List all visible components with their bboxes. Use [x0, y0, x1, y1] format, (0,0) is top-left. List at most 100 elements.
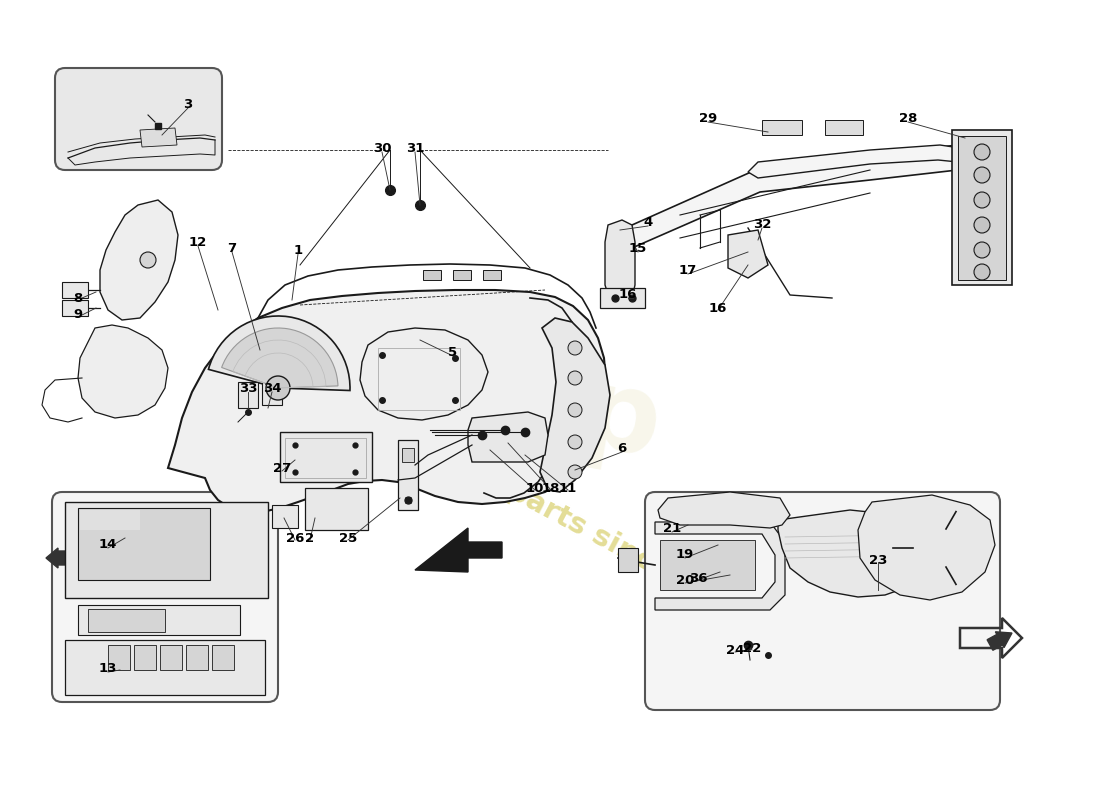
Text: 25: 25 — [339, 531, 358, 545]
Text: 11: 11 — [559, 482, 578, 494]
Text: 26: 26 — [286, 531, 305, 545]
Text: 13: 13 — [99, 662, 118, 674]
Circle shape — [197, 614, 208, 626]
Text: 29: 29 — [698, 111, 717, 125]
Circle shape — [913, 526, 957, 570]
Circle shape — [568, 341, 582, 355]
Text: 32: 32 — [752, 218, 771, 231]
Polygon shape — [660, 540, 755, 590]
FancyBboxPatch shape — [52, 492, 278, 702]
Text: a passion for parts since 1985: a passion for parts since 1985 — [305, 371, 756, 629]
Polygon shape — [212, 645, 234, 670]
Polygon shape — [658, 492, 790, 528]
Text: 23: 23 — [869, 554, 888, 566]
Text: 14: 14 — [99, 538, 118, 551]
Circle shape — [266, 376, 290, 400]
Circle shape — [242, 514, 254, 526]
Text: 17: 17 — [679, 263, 697, 277]
Polygon shape — [958, 136, 1007, 280]
Circle shape — [974, 192, 990, 208]
Circle shape — [974, 144, 990, 160]
Polygon shape — [238, 382, 258, 408]
FancyArrow shape — [46, 548, 68, 568]
Polygon shape — [825, 120, 864, 135]
Circle shape — [568, 465, 582, 479]
Polygon shape — [62, 282, 88, 298]
Polygon shape — [272, 505, 298, 528]
Text: 33: 33 — [239, 382, 257, 394]
Circle shape — [242, 529, 254, 541]
Text: 8: 8 — [74, 291, 82, 305]
Text: 3: 3 — [184, 98, 192, 111]
Text: 27: 27 — [273, 462, 292, 474]
Wedge shape — [209, 316, 350, 390]
Circle shape — [183, 614, 194, 626]
Polygon shape — [483, 270, 500, 280]
Circle shape — [81, 664, 89, 672]
Text: 28: 28 — [899, 111, 917, 125]
Polygon shape — [305, 488, 369, 530]
FancyBboxPatch shape — [645, 492, 1000, 710]
FancyBboxPatch shape — [55, 68, 222, 170]
Polygon shape — [748, 145, 960, 178]
Text: 15: 15 — [629, 242, 647, 254]
Wedge shape — [221, 328, 338, 388]
Circle shape — [927, 540, 943, 556]
Polygon shape — [62, 300, 88, 316]
Circle shape — [974, 217, 990, 233]
Polygon shape — [160, 645, 182, 670]
Circle shape — [568, 435, 582, 449]
Circle shape — [210, 614, 221, 626]
Text: 18: 18 — [542, 482, 560, 494]
Text: 31: 31 — [406, 142, 425, 154]
Polygon shape — [398, 440, 418, 510]
Polygon shape — [620, 145, 975, 248]
Polygon shape — [140, 128, 177, 147]
Text: 5: 5 — [449, 346, 458, 358]
Polygon shape — [728, 230, 768, 278]
Polygon shape — [540, 318, 611, 492]
Polygon shape — [78, 605, 240, 635]
Polygon shape — [65, 640, 265, 695]
Circle shape — [568, 371, 582, 385]
Polygon shape — [618, 548, 638, 572]
Circle shape — [568, 403, 582, 417]
Polygon shape — [100, 200, 178, 320]
Polygon shape — [80, 510, 140, 530]
Circle shape — [703, 550, 733, 580]
Polygon shape — [600, 288, 645, 308]
Text: 36: 36 — [689, 571, 707, 585]
Polygon shape — [415, 528, 502, 572]
Text: 2: 2 — [306, 531, 315, 545]
Polygon shape — [654, 522, 785, 610]
Text: 12: 12 — [189, 235, 207, 249]
Circle shape — [242, 544, 254, 556]
Text: 1: 1 — [294, 243, 302, 257]
Text: 19: 19 — [675, 549, 694, 562]
Polygon shape — [108, 645, 130, 670]
Circle shape — [76, 659, 94, 677]
Text: 24: 24 — [726, 643, 745, 657]
Polygon shape — [78, 325, 168, 418]
Polygon shape — [402, 448, 414, 462]
Polygon shape — [262, 380, 282, 405]
Text: 4: 4 — [644, 215, 652, 229]
Polygon shape — [360, 328, 488, 420]
Text: 22: 22 — [742, 642, 761, 654]
Text: 30: 30 — [373, 142, 392, 154]
Polygon shape — [280, 432, 372, 482]
Polygon shape — [134, 645, 156, 670]
Circle shape — [140, 252, 156, 268]
Circle shape — [242, 559, 254, 571]
FancyArrow shape — [987, 632, 1012, 650]
Polygon shape — [186, 645, 208, 670]
Circle shape — [974, 242, 990, 258]
Text: 9: 9 — [74, 309, 82, 322]
Polygon shape — [858, 495, 996, 600]
Polygon shape — [78, 508, 210, 580]
Polygon shape — [952, 130, 1012, 285]
Text: 6: 6 — [617, 442, 627, 454]
Polygon shape — [762, 120, 802, 135]
Circle shape — [974, 264, 990, 280]
Polygon shape — [168, 290, 606, 512]
